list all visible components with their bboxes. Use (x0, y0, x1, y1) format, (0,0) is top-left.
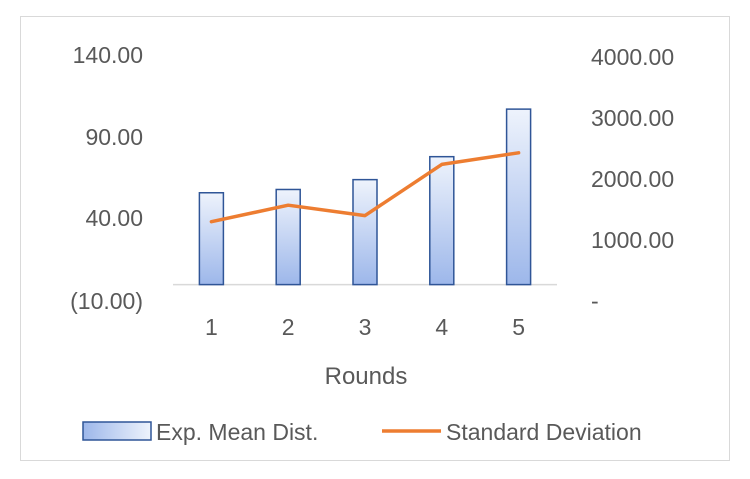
legend: Exp. Mean Dist. Standard Deviation (82, 419, 642, 445)
x-axis-title: Rounds (325, 363, 408, 390)
x-axis-tick-label: 4 (435, 314, 448, 340)
legend-bar-swatch (82, 421, 152, 441)
right-axis-tick-label: 3000.00 (591, 105, 674, 131)
right-axis-tick-label: 1000.00 (591, 227, 674, 253)
right-axis-tick-label: 2000.00 (591, 166, 674, 192)
left-axis-tick-label: (10.00) (70, 288, 143, 314)
right-axis-tick-label: - (591, 288, 599, 314)
bar-series (198, 108, 532, 286)
x-axis-tick-label: 2 (282, 314, 295, 340)
right-axis-tick-label: 4000.00 (591, 44, 674, 70)
bar-exp-mean-dist (505, 108, 532, 286)
x-axis-tick-label: 1 (205, 314, 218, 340)
legend-label-standard-deviation: Standard Deviation (446, 419, 642, 445)
bar-exp-mean-dist (429, 155, 455, 286)
left-axis-tick-label: 140.00 (73, 42, 143, 68)
left-axis-tick-labels: (10.00) 40.00 90.00 140.00 (70, 42, 143, 314)
left-axis-tick-label: 40.00 (85, 205, 143, 231)
line-series (209, 151, 521, 224)
bar-exp-mean-dist (352, 178, 378, 286)
bar-exp-mean-dist (198, 192, 225, 286)
x-axis-tick-label: 5 (512, 314, 525, 340)
right-axis-tick-labels: - 1000.00 2000.00 3000.00 4000.00 (591, 44, 674, 314)
x-axis-tick-labels: 1 2 3 4 5 (205, 314, 525, 340)
x-axis-tick-label: 3 (359, 314, 372, 340)
legend-label-exp-mean-dist: Exp. Mean Dist. (156, 419, 318, 445)
left-axis-tick-label: 90.00 (85, 124, 143, 150)
